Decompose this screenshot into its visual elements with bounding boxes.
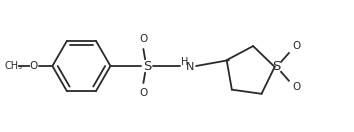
Text: O: O [292,41,301,51]
Text: H: H [181,57,188,67]
Text: O: O [139,88,148,98]
Text: O: O [292,82,301,92]
Text: O: O [30,61,38,71]
Text: N: N [186,62,195,72]
Text: CH₃: CH₃ [5,61,23,71]
Text: O: O [139,34,148,44]
Text: S: S [143,60,151,72]
Text: S: S [272,60,280,73]
